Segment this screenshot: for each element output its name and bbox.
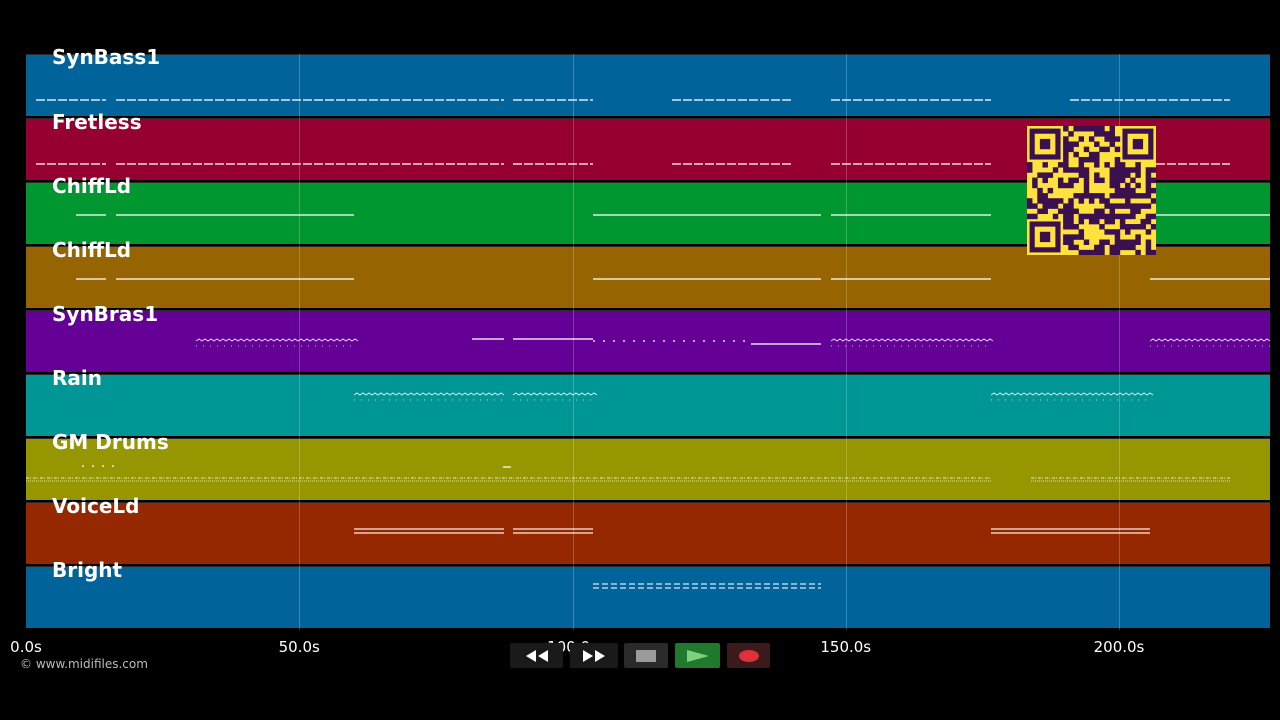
record-button[interactable] xyxy=(727,643,770,668)
track-notes xyxy=(36,163,1230,165)
track-name: Rain xyxy=(52,366,102,390)
track-name: GM Drums xyxy=(52,430,169,454)
track-notes xyxy=(76,214,1270,216)
track-notes xyxy=(26,465,1230,482)
track-notes xyxy=(354,528,1150,534)
track-name: SynBass1 xyxy=(52,45,161,69)
time-tick-label: 200.0s xyxy=(1093,638,1145,656)
note-segment xyxy=(353,392,505,396)
grid-line xyxy=(572,54,574,630)
track-notes xyxy=(195,338,1271,347)
track-lane[interactable]: SynBass1 xyxy=(26,45,1270,116)
play-button[interactable] xyxy=(675,643,720,668)
note-segment xyxy=(512,392,598,396)
record-icon xyxy=(738,649,759,662)
track-name: VoiceLd xyxy=(52,494,140,518)
track-lane[interactable]: ChiffLd xyxy=(26,238,1270,308)
grid-line xyxy=(299,54,301,630)
fast-forward-icon xyxy=(583,649,605,662)
stop-button[interactable] xyxy=(624,643,668,668)
play-icon xyxy=(686,649,709,662)
grid-line xyxy=(1119,54,1120,630)
piano-roll[interactable]: SynBass1 Fretless ChiffLd ChiffLd SynBras1 Ra… xyxy=(26,45,1271,630)
rewind-icon xyxy=(525,649,548,662)
track-notes xyxy=(36,99,1230,101)
track-lane[interactable]: SynBras1 xyxy=(26,302,1271,372)
track-notes xyxy=(76,278,1270,280)
stop-icon xyxy=(636,649,656,662)
track-name: Bright xyxy=(52,558,123,582)
credit-text: © www.midifiles.com xyxy=(20,657,148,671)
track-name: Fretless xyxy=(52,110,142,134)
track-lane[interactable]: GM Drums xyxy=(26,430,1270,500)
track-name: ChiffLd xyxy=(52,238,132,262)
track-lane[interactable]: VoiceLd xyxy=(26,494,1270,564)
track-name: ChiffLd xyxy=(52,174,132,198)
grid-line xyxy=(845,54,847,630)
time-tick-label: 150.0s xyxy=(820,638,872,656)
time-tick-label: 50.0s xyxy=(278,638,320,656)
track-notes xyxy=(353,392,1154,401)
note-segment xyxy=(830,338,994,342)
qr-code xyxy=(1027,126,1157,256)
track-lane[interactable]: Rain xyxy=(26,366,1270,436)
note-segment xyxy=(1149,338,1271,342)
note-segment xyxy=(990,392,1154,396)
track-name: SynBras1 xyxy=(52,302,159,326)
rewind-button[interactable] xyxy=(510,643,563,668)
track-notes xyxy=(593,583,821,589)
time-tick-label: 0.0s xyxy=(10,638,42,656)
track-lane[interactable]: Bright xyxy=(26,558,1270,628)
note-segment xyxy=(195,338,359,342)
fast-forward-button[interactable] xyxy=(570,643,618,668)
transport-controls xyxy=(510,643,770,668)
